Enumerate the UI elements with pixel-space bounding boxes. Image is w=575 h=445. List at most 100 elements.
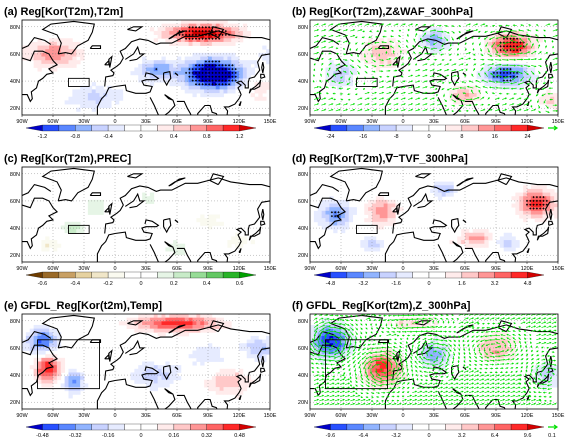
colorbar-label: -3.2 xyxy=(391,433,400,439)
panel-title-b: (b) Reg[Kor(T2m),Z&WAF_300hPa] xyxy=(292,6,473,18)
lat-tick-label: 20N xyxy=(298,106,308,112)
lon-tick-label: 150E xyxy=(264,119,277,125)
colorbar-swatch xyxy=(313,124,331,132)
colorbar-swatch xyxy=(91,271,109,279)
colorbar-label: 9.6 xyxy=(524,433,532,439)
lat-tick-label: 60N xyxy=(10,199,20,205)
colorbar-label: -0.16 xyxy=(102,433,115,439)
lon-tick-label: 90E xyxy=(203,413,213,419)
lon-tick-label: 150E xyxy=(552,413,565,419)
colorbar-swatch xyxy=(445,423,463,431)
lon-tick-label: 90W xyxy=(304,266,316,272)
colorbar-label: 6.4 xyxy=(491,433,499,439)
colorbar-swatch xyxy=(478,124,495,132)
lat-tick-label: 80N xyxy=(10,25,20,31)
colorbar-swatch xyxy=(75,423,92,431)
colorbar-label: 4.8 xyxy=(524,281,532,287)
lat-tick-label: 80N xyxy=(298,25,308,31)
colorbar-label: 0.4 xyxy=(170,134,178,140)
colorbar-swatch xyxy=(25,423,43,431)
colorbar-swatch xyxy=(494,124,512,132)
colorbar-swatch xyxy=(478,423,495,431)
colorbar-label: 16 xyxy=(492,134,498,140)
lat-tick-label: 80N xyxy=(298,172,308,178)
colorbar-label: 0 xyxy=(139,134,142,140)
panel-title-c: (c) Reg[Kor(T2m),PREC] xyxy=(4,153,131,165)
colorbar-swatch xyxy=(346,124,364,132)
colorbar-swatch xyxy=(239,423,257,431)
colorbar-b: -24 -16 -8 0 8 16 24 xyxy=(313,124,545,140)
field-map-e xyxy=(22,314,270,399)
colorbar-swatch xyxy=(313,271,331,279)
colorbar-label: 1.6 xyxy=(458,281,466,287)
colorbar-swatch xyxy=(478,271,495,279)
lon-tick-label: 150E xyxy=(264,413,277,419)
lon-tick-label: 90E xyxy=(491,119,501,125)
colorbar-swatch xyxy=(25,271,43,279)
colorbar-swatch xyxy=(330,271,348,279)
colorbar-swatch xyxy=(173,423,191,431)
colorbar-swatch xyxy=(527,423,545,431)
lon-tick-label: 150E xyxy=(552,266,565,272)
coastlines-c xyxy=(22,167,270,262)
colorbar-label: 0.8 xyxy=(203,134,211,140)
region-box-a xyxy=(68,77,90,87)
colorbar-swatch xyxy=(222,423,240,431)
panel-e: (e) GFDL_Reg[Kor(t2m),Temp] 20N 40N 60N 80N 9… xyxy=(4,300,277,439)
colorbar-swatch xyxy=(58,423,76,431)
colorbar-f: -9.6 -6.4 -3.2 0 3.2 6.4 9.6 xyxy=(313,423,545,439)
flux-vectors-b xyxy=(312,23,558,114)
colorbar-swatch xyxy=(527,124,545,132)
lon-tick-label: 90E xyxy=(203,119,213,125)
colorbar-swatch xyxy=(445,124,463,132)
lat-tick-label: 40N xyxy=(298,373,308,379)
colorbar-swatch xyxy=(206,124,224,132)
colorbar-swatch xyxy=(58,124,76,132)
lat-tick-label: 20N xyxy=(10,400,20,406)
colorbar-swatch xyxy=(395,423,413,431)
colorbar-label: -3.2 xyxy=(359,281,368,287)
reference-vector-label: 0.1 xyxy=(548,433,556,439)
colorbar-swatch xyxy=(140,124,158,132)
significance-markers-d xyxy=(330,196,548,218)
colorbar-swatch xyxy=(363,271,380,279)
lon-tick-label: 60W xyxy=(335,413,347,419)
lon-tick-label: 0 xyxy=(401,413,404,419)
coastlines-a xyxy=(22,20,270,115)
panel-f: (f) GFDL_Reg[Kor(t2m),Z_300hPa] 20N 40N 60N… xyxy=(292,300,565,439)
lon-tick-label: 0 xyxy=(401,266,404,272)
colorbar-label: -0.4 xyxy=(71,281,80,287)
lon-tick-label: 60W xyxy=(47,413,59,419)
lon-tick-label: 60E xyxy=(460,266,470,272)
colorbar-swatch xyxy=(206,271,224,279)
panel-title-e: (e) GFDL_Reg[Kor(t2m),Temp] xyxy=(4,300,162,312)
lat-tick-label: 20N xyxy=(298,253,308,259)
lon-tick-label: 60W xyxy=(335,266,347,272)
lon-tick-label: 0 xyxy=(113,266,116,272)
colorbar-label: -0.6 xyxy=(38,281,47,287)
colorbar-swatch xyxy=(239,124,257,132)
lon-tick-label: 90W xyxy=(16,119,28,125)
colorbar-swatch xyxy=(222,271,240,279)
colorbar-label: 0 xyxy=(139,281,142,287)
colorbar-label: -0.4 xyxy=(103,134,112,140)
panel-b: (b) Reg[Kor(T2m),Z&WAF_300hPa] 20N 40N 60N 8… xyxy=(292,6,565,140)
colorbar-label: -16 xyxy=(359,134,367,140)
flux-vectors-f xyxy=(310,314,557,406)
colorbar-swatch xyxy=(140,271,158,279)
lon-tick-label: 60E xyxy=(172,413,182,419)
field-map-a xyxy=(22,20,270,112)
colorbar-label: 0.2 xyxy=(170,281,178,287)
lon-tick-label: 30E xyxy=(429,413,439,419)
lon-tick-label: 30W xyxy=(78,119,90,125)
lon-tick-label: 30W xyxy=(366,119,378,125)
panel-a: (a) Reg[Kor(T2m),T2m] 20N 40N 60N 80N 90W 60W 3… xyxy=(4,6,277,140)
colorbar-swatch xyxy=(510,124,528,132)
colorbar-label: -9.6 xyxy=(326,433,335,439)
lon-tick-label: 90W xyxy=(16,413,28,419)
colorbar-swatch xyxy=(107,423,125,431)
colorbar-swatch xyxy=(330,124,348,132)
lat-tick-label: 40N xyxy=(10,79,20,85)
colorbar-swatch xyxy=(140,423,158,431)
colorbar-swatch xyxy=(58,271,76,279)
